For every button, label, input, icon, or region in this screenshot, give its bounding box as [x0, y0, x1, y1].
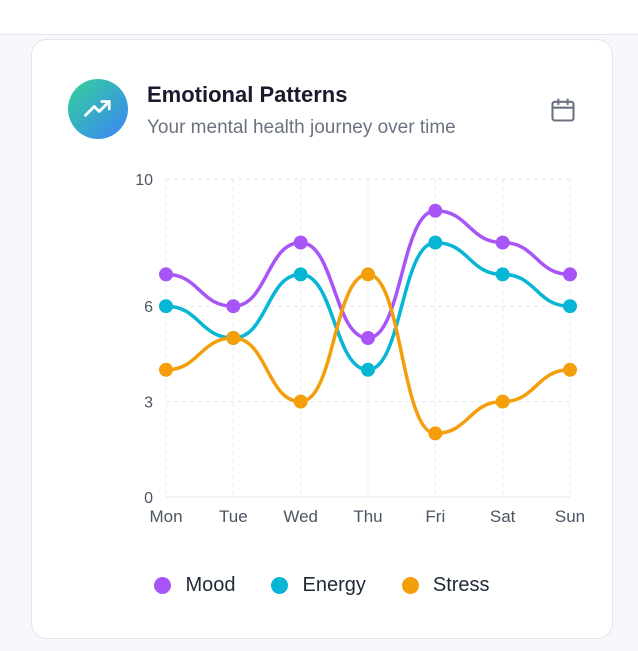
- emotional-patterns-card: Emotional Patterns Your mental health jo…: [31, 39, 613, 639]
- legend-item-stress: Stress: [401, 574, 490, 597]
- card-title: Emotional Patterns: [147, 82, 348, 107]
- data-point-stress: [495, 394, 510, 409]
- data-point-mood: [293, 235, 308, 250]
- data-point-stress: [361, 267, 375, 282]
- x-tick-label: Thu: [353, 507, 382, 526]
- legend-item-energy: Energy: [271, 574, 366, 597]
- data-point-mood: [428, 203, 443, 218]
- data-point-energy: [293, 267, 308, 282]
- data-point-stress: [226, 331, 241, 345]
- data-point-stress: [563, 362, 577, 377]
- line-chart: 0 3 6 10 Mon Tue Wed Thu Fri Sat Sun: [135, 172, 585, 526]
- data-point-stress: [428, 426, 443, 441]
- card-subtitle: Your mental health journey over time: [147, 117, 456, 138]
- data-point-energy: [159, 299, 173, 314]
- legend-label-mood: Mood: [185, 574, 236, 596]
- trending-up-icon: [68, 79, 128, 139]
- legend-label-energy: Energy: [302, 574, 366, 596]
- legend-swatch-stress: [401, 577, 419, 594]
- x-tick-label: Mon: [149, 507, 182, 526]
- calendar-icon: [551, 98, 575, 122]
- legend-item-mood: Mood: [154, 574, 235, 597]
- data-point-energy: [428, 235, 443, 250]
- data-point-mood: [226, 299, 241, 314]
- y-tick-label: 10: [135, 172, 153, 189]
- x-tick-label: Wed: [283, 507, 318, 526]
- y-tick-label: 6: [144, 299, 153, 316]
- y-tick-label: 0: [144, 490, 153, 507]
- chart-legend: Mood Energy Stress: [32, 574, 612, 597]
- data-point-energy: [563, 299, 577, 314]
- legend-label-stress: Stress: [432, 574, 490, 596]
- x-tick-label: Sat: [490, 507, 516, 526]
- data-point-mood: [159, 267, 173, 282]
- y-tick-label: 3: [144, 395, 153, 412]
- legend-swatch-energy: [271, 577, 289, 594]
- data-point-mood: [495, 235, 510, 250]
- calendar-button[interactable]: [548, 95, 578, 125]
- legend-swatch-mood: [154, 577, 172, 594]
- data-point-stress: [293, 394, 308, 409]
- data-point-mood: [563, 267, 577, 282]
- top-bar: [0, 0, 638, 35]
- series-line-stress: [164, 272, 572, 436]
- x-tick-label: Sun: [555, 507, 585, 526]
- data-point-mood: [361, 331, 375, 345]
- x-tick-label: Fri: [425, 507, 445, 526]
- data-point-stress: [159, 362, 173, 377]
- data-point-energy: [495, 267, 510, 282]
- data-point-energy: [361, 362, 375, 377]
- x-tick-label: Tue: [219, 507, 248, 526]
